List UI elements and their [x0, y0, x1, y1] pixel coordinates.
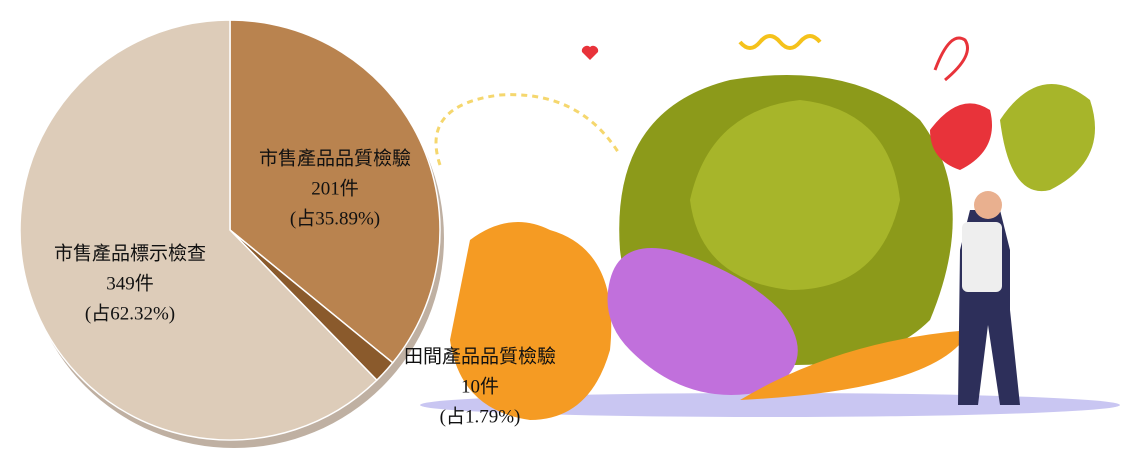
- slice-label: 市售產品品質檢驗: [259, 147, 411, 169]
- slice-percent: (占35.89%): [290, 207, 380, 229]
- slice-value: 10件: [461, 375, 499, 397]
- illustration: [420, 34, 1120, 420]
- slice-value: 349件: [106, 272, 154, 294]
- slice-percent: (占1.79%): [440, 405, 521, 427]
- slice-value: 201件: [311, 177, 359, 199]
- slice-label: 市售產品標示檢查: [54, 242, 206, 264]
- slice-label: 田間產品品質檢驗: [404, 345, 556, 367]
- slice-percent: (占62.32%): [85, 302, 175, 324]
- pie-slice: [229, 19, 441, 364]
- pie-chart: 市售產品品質檢驗 201件 (占35.89%) 田間產品品質檢驗 10件 (占1.79%)…: [19, 19, 556, 448]
- pie-slice: [19, 19, 378, 441]
